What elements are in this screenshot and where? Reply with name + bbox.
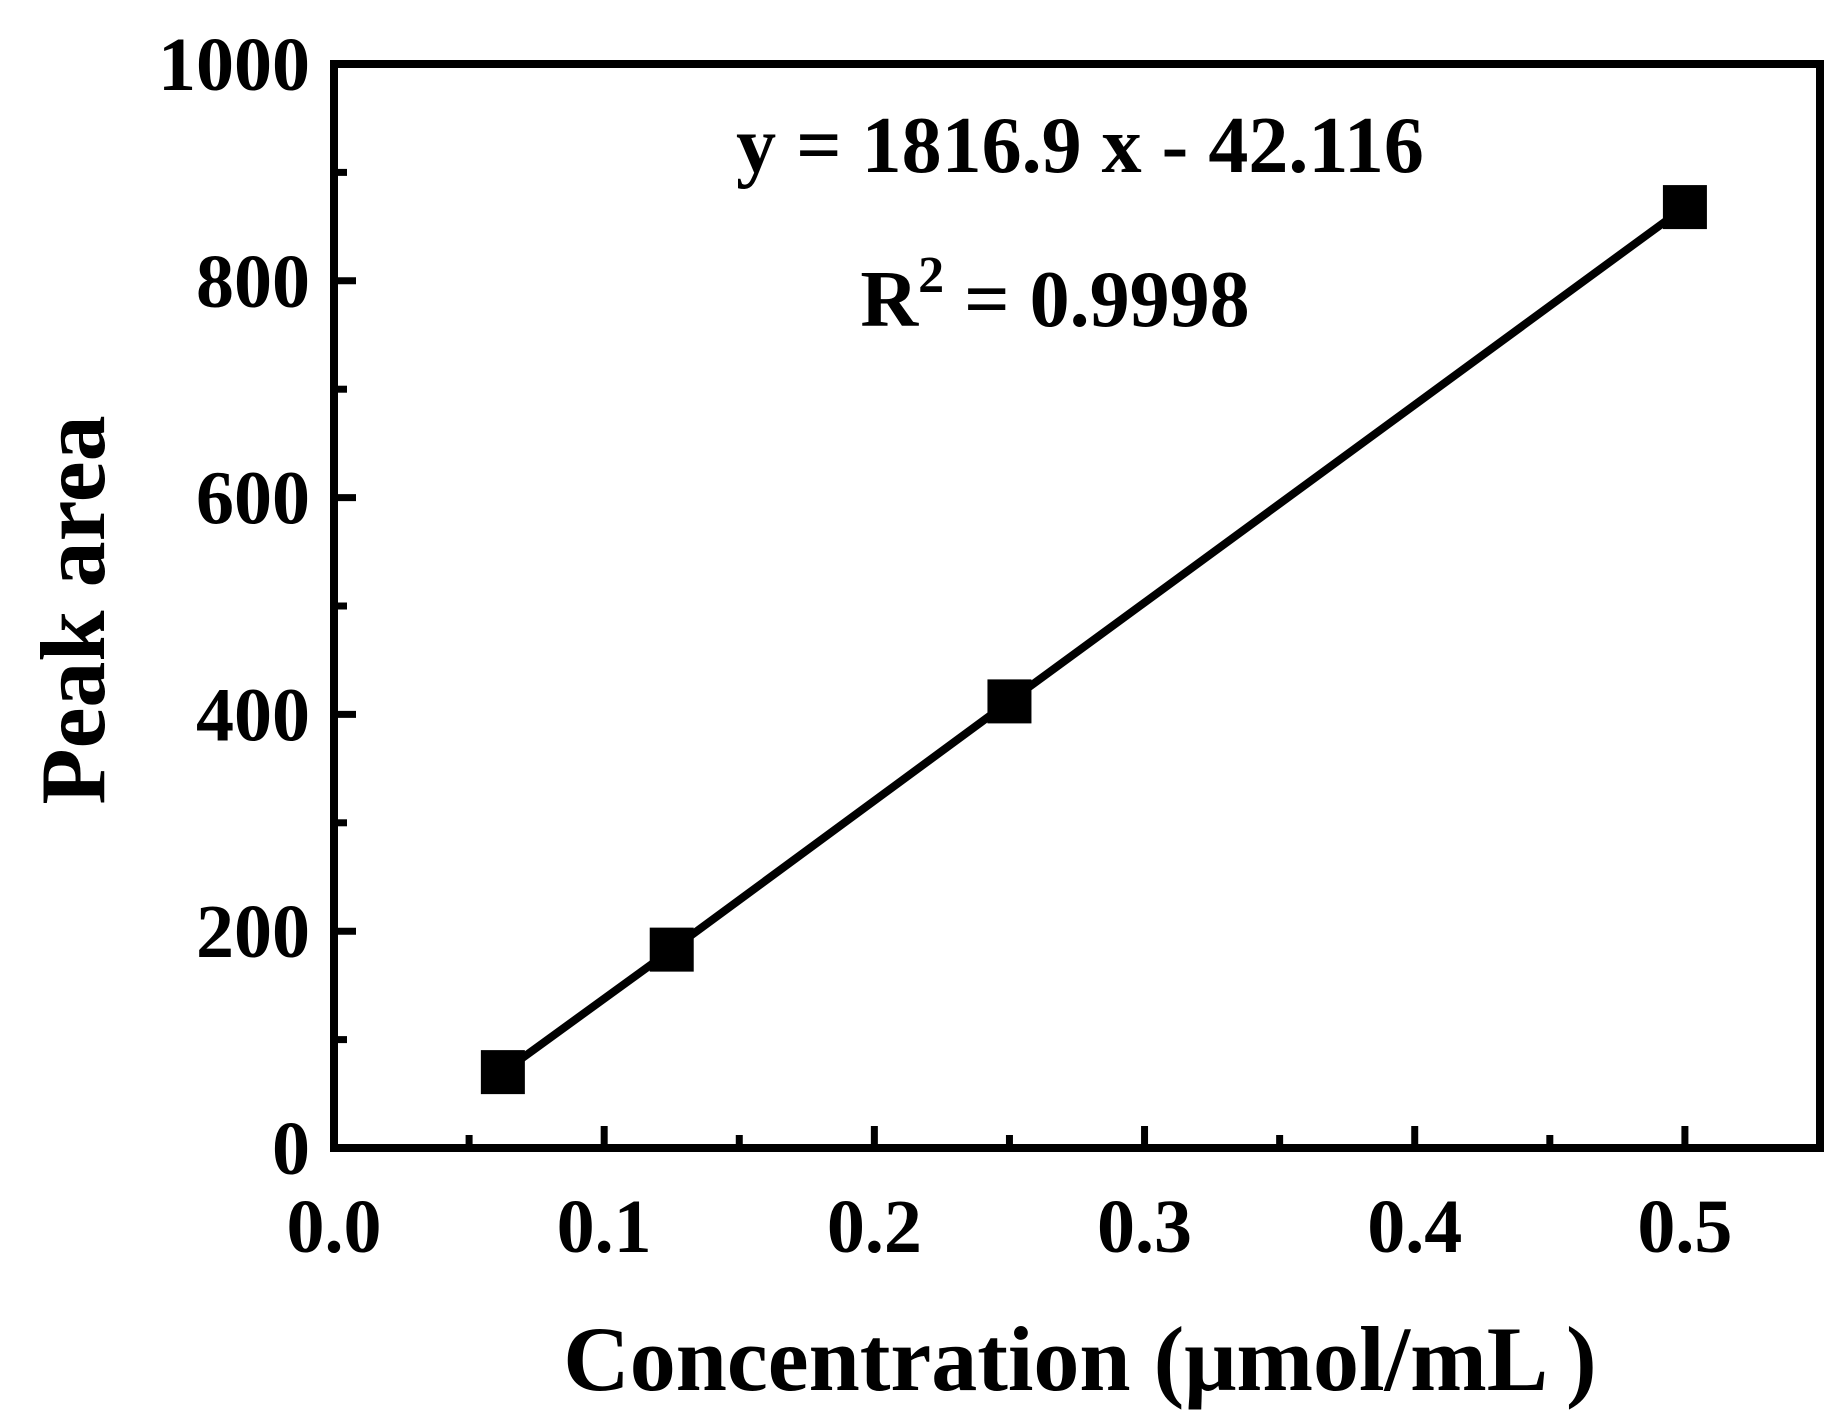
data-point-marker — [480, 1050, 525, 1095]
x-tick-label: 0.4 — [1367, 1185, 1462, 1269]
x-axis-title: Concentration (μmol/mL ) — [563, 1308, 1596, 1410]
x-tick-label: 0.2 — [827, 1185, 922, 1269]
axis-tick-labels: 0.0 0.1 0.2 0.3 0.4 0.5 0 200 400 600 800 1000 — [158, 23, 1732, 1269]
y-tick-label: 400 — [196, 673, 310, 757]
r2-value: = 0.9998 — [944, 256, 1250, 344]
plot-frame — [330, 60, 1824, 1152]
data-point-marker — [1662, 185, 1707, 230]
data-point-marker — [649, 927, 694, 972]
x-tick-label: 0.3 — [1097, 1185, 1192, 1269]
y-tick-label: 0 — [272, 1107, 310, 1191]
r-squared-label: R2 = 0.9998 — [860, 247, 1249, 344]
y-tick-label: 200 — [196, 890, 310, 974]
x-tick-label: 0.0 — [287, 1185, 382, 1269]
axis-ticks — [330, 60, 1824, 1152]
x-tick-label: 0.1 — [557, 1185, 652, 1269]
data-point-marker — [987, 679, 1032, 724]
r2-superscript: 2 — [918, 247, 944, 304]
r2-letter: R — [860, 256, 919, 344]
data-series — [480, 185, 1707, 1095]
series-line — [500, 203, 1688, 1076]
regression-equation: y = 1816.9 x - 42.116 — [736, 102, 1424, 190]
x-tick-label: 0.5 — [1637, 1185, 1732, 1269]
y-axis-title: Peak area — [22, 415, 124, 804]
y-tick-label: 1000 — [158, 23, 310, 107]
y-tick-label: 800 — [196, 240, 310, 324]
y-tick-label: 600 — [196, 457, 310, 541]
